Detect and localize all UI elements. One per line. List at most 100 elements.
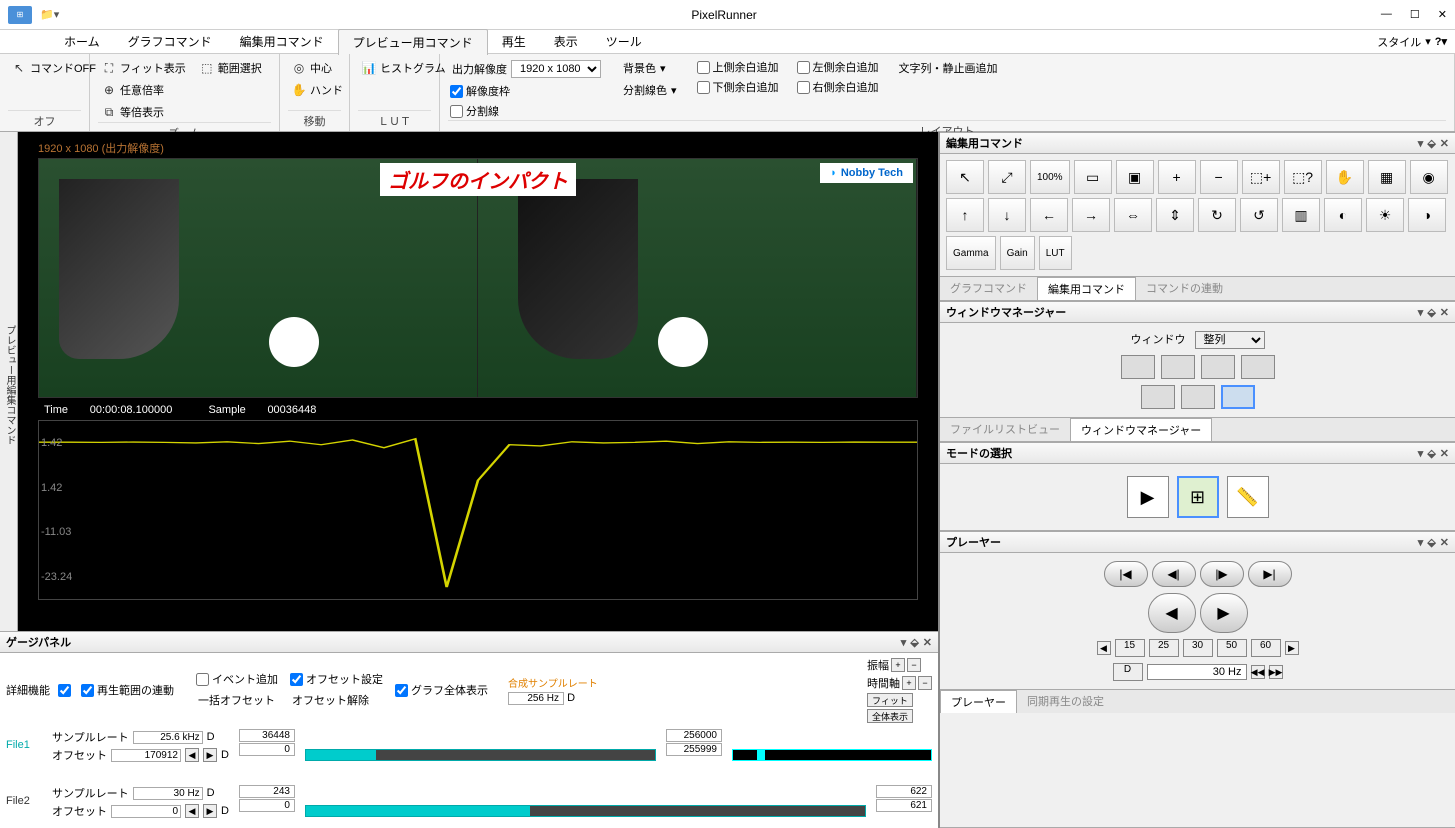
tool-btn-17[interactable]: ⇕ — [1156, 198, 1194, 232]
tool-btn-16[interactable]: ⇔ — [1114, 198, 1152, 232]
batch-offset-button[interactable]: 一括オフセット — [194, 690, 280, 710]
time-minus[interactable]: − — [918, 676, 932, 690]
tool-btn-14[interactable]: ← — [1030, 198, 1068, 232]
res-frame-check[interactable]: 解像度枠 — [448, 82, 605, 100]
bg-color-button[interactable]: 背景色 ▾ — [619, 58, 681, 78]
file2-offset-left[interactable]: ◀ — [185, 804, 199, 818]
wm-align-select[interactable]: 整列 — [1195, 331, 1265, 349]
speed-30[interactable]: 30 — [1183, 639, 1213, 657]
close-button[interactable]: ✕ — [1438, 8, 1447, 21]
file2-samplerate[interactable] — [133, 787, 203, 800]
tool-btn-26[interactable]: LUT — [1039, 236, 1072, 270]
panel-dropdown-icon[interactable]: ▾ — [901, 636, 907, 649]
margin-left-check[interactable]: 左側余白追加 — [795, 58, 881, 76]
range-link-check[interactable]: 再生範囲の連動 — [79, 681, 176, 699]
mode-pin-icon[interactable]: ⬙ — [1427, 447, 1435, 460]
margin-top-check[interactable]: 上側余白追加 — [695, 58, 781, 76]
event-add-check[interactable]: イベント追加 — [194, 670, 280, 688]
resolution-select[interactable]: 1920 x 1080 — [511, 60, 601, 78]
split-color-button[interactable]: 分割線色 ▾ — [619, 80, 681, 100]
layout-1[interactable] — [1121, 355, 1155, 379]
tool-btn-24[interactable]: Gamma — [946, 236, 996, 270]
detail-toggle[interactable] — [58, 684, 71, 697]
tool-btn-13[interactable]: ↓ — [988, 198, 1026, 232]
wm-pin-icon[interactable]: ⬙ — [1427, 306, 1435, 319]
minimize-button[interactable]: — — [1381, 8, 1392, 21]
tool-btn-0[interactable]: ↖ — [946, 160, 984, 194]
file2-offset[interactable] — [111, 805, 181, 818]
any-zoom-button[interactable]: ⊕任意倍率 — [98, 80, 190, 100]
center-button[interactable]: ◎中心 — [288, 58, 347, 78]
tool-btn-9[interactable]: ✋ — [1326, 160, 1364, 194]
tool-btn-8[interactable]: ⬚? — [1284, 160, 1322, 194]
speed-50[interactable]: 50 — [1217, 639, 1247, 657]
speed-scroll-right[interactable]: ▶ — [1285, 641, 1299, 655]
menu-view[interactable]: 表示 — [540, 29, 592, 54]
hz-rewind[interactable]: ◀◀ — [1251, 665, 1265, 679]
file1-samplerate[interactable] — [133, 731, 203, 744]
tool-btn-12[interactable]: ↑ — [946, 198, 984, 232]
tab-sync[interactable]: 同期再生の設定 — [1017, 690, 1114, 713]
speed-15[interactable]: 15 — [1115, 639, 1145, 657]
hand-button[interactable]: ✋ハンド — [288, 80, 347, 100]
tab-cmd-link[interactable]: コマンドの連動 — [1136, 277, 1233, 300]
style-dropdown[interactable]: スタイル ▾ ?▾ — [1369, 30, 1455, 54]
file2-timeline[interactable] — [305, 785, 866, 828]
fit-button[interactable]: ⛶フィット表示 — [98, 58, 190, 78]
margin-right-check[interactable]: 右側余白追加 — [795, 78, 881, 96]
layout-3[interactable] — [1201, 355, 1235, 379]
step-fwd-button[interactable]: |▶ — [1200, 561, 1244, 587]
tool-btn-7[interactable]: ⬚+ — [1242, 160, 1280, 194]
skip-start-button[interactable]: |◀ — [1104, 561, 1148, 587]
tool-btn-19[interactable]: ↺ — [1240, 198, 1278, 232]
tool-btn-1[interactable]: ⤢ — [988, 160, 1026, 194]
file2-offset-right[interactable]: ▶ — [203, 804, 217, 818]
tool-btn-25[interactable]: Gain — [1000, 236, 1035, 270]
tab-edit-cmd[interactable]: 編集用コマンド — [1037, 277, 1136, 300]
amp-plus[interactable]: + — [891, 658, 905, 672]
menu-graph[interactable]: グラフコマンド — [114, 29, 226, 54]
play-back-button[interactable]: ◀ — [1148, 593, 1196, 633]
split-line-check[interactable]: 分割線 — [448, 102, 605, 120]
file1-offset-right[interactable]: ▶ — [203, 748, 217, 762]
tool-btn-5[interactable]: + — [1158, 160, 1196, 194]
folder-icon[interactable]: 📁▾ — [40, 8, 59, 21]
maximize-button[interactable]: ☐ — [1410, 8, 1420, 21]
tool-btn-15[interactable]: → — [1072, 198, 1110, 232]
file1-offset-left[interactable]: ◀ — [185, 748, 199, 762]
menu-home[interactable]: ホーム — [50, 29, 114, 54]
time-plus[interactable]: + — [902, 676, 916, 690]
speed-scroll-left[interactable]: ◀ — [1097, 641, 1111, 655]
tool-btn-18[interactable]: ↻ — [1198, 198, 1236, 232]
d-button[interactable]: D — [1113, 663, 1143, 681]
layout-6[interactable] — [1181, 385, 1215, 409]
layout-2[interactable] — [1161, 355, 1195, 379]
tab-player[interactable]: プレーヤー — [940, 690, 1017, 713]
tool-btn-23[interactable]: ◑ — [1408, 198, 1446, 232]
mode-close-icon[interactable]: ✕ — [1440, 447, 1449, 460]
tab-graph-cmd[interactable]: グラフコマンド — [940, 277, 1037, 300]
cmd-off-button[interactable]: ↖コマンドOFF — [8, 58, 100, 78]
edit-close-icon[interactable]: ✕ — [1440, 137, 1449, 150]
skip-end-button[interactable]: ▶| — [1248, 561, 1292, 587]
player-close-icon[interactable]: ✕ — [1440, 536, 1449, 549]
edit-dropdown-icon[interactable]: ▾ — [1418, 137, 1424, 150]
player-dropdown-icon[interactable]: ▾ — [1418, 536, 1424, 549]
mode-dropdown-icon[interactable]: ▾ — [1418, 447, 1424, 460]
file1-timeline[interactable] — [305, 729, 656, 779]
tool-btn-6[interactable]: − — [1200, 160, 1238, 194]
tool-btn-2[interactable]: 100% — [1030, 160, 1070, 194]
histogram-button[interactable]: 📊ヒストグラム — [358, 58, 450, 78]
play-fwd-button[interactable]: ▶ — [1200, 593, 1248, 633]
tool-btn-21[interactable]: ◐ — [1324, 198, 1362, 232]
wm-close-icon[interactable]: ✕ — [1440, 306, 1449, 319]
file1-offset[interactable] — [111, 749, 181, 762]
menu-edit[interactable]: 編集用コマンド — [226, 29, 338, 54]
preview-vertical-tab[interactable]: プレビュー用編集コマンド — [0, 132, 18, 631]
hz-forward[interactable]: ▶▶ — [1269, 665, 1283, 679]
panel-close-icon[interactable]: ✕ — [923, 636, 932, 649]
tool-btn-22[interactable]: ☀ — [1366, 198, 1404, 232]
menu-play[interactable]: 再生 — [488, 29, 540, 54]
wm-dropdown-icon[interactable]: ▾ — [1418, 306, 1424, 319]
tool-btn-3[interactable]: ▭ — [1074, 160, 1112, 194]
